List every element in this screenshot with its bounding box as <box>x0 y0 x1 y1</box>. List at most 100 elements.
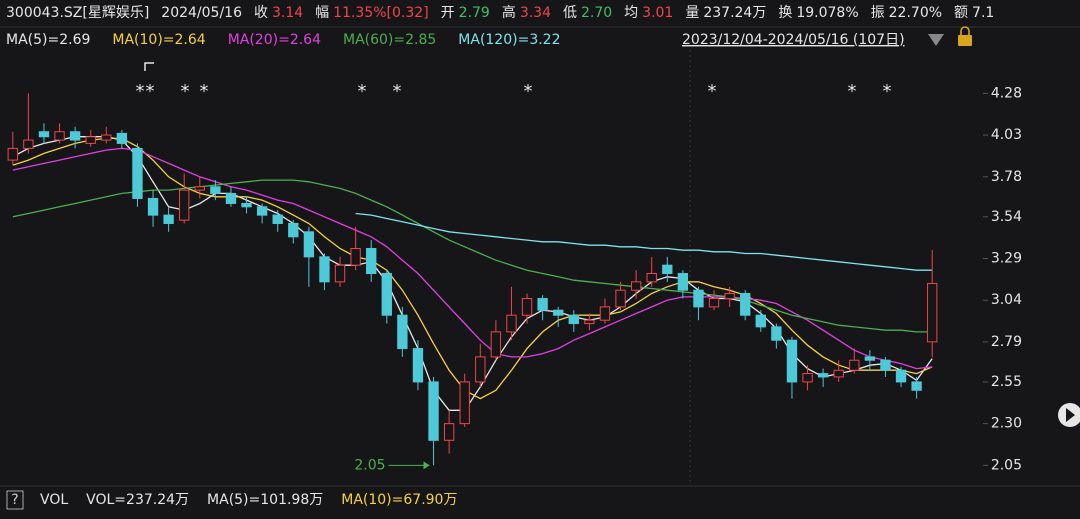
y-tick-label: 2.05 <box>991 457 1022 473</box>
candle-body <box>693 289 704 308</box>
header-field: 3.34 <box>520 5 551 21</box>
y-tick-label: 3.78 <box>991 169 1022 185</box>
candle-body <box>288 222 299 238</box>
signal-star: * <box>200 81 209 102</box>
candle-body <box>69 131 81 141</box>
header-field: 2.70 <box>581 5 612 21</box>
y-tick-label: 3.29 <box>991 250 1022 266</box>
footer-item: MA(10)=67.90万 <box>341 492 457 508</box>
candle-body <box>911 381 922 391</box>
candle-body <box>85 136 96 144</box>
candle-body <box>677 273 689 291</box>
header-field: 额 <box>954 5 968 21</box>
low-arrowhead <box>423 461 430 470</box>
candle-body <box>724 293 735 300</box>
candle-body <box>397 314 408 350</box>
header-field: 低 <box>563 5 577 21</box>
candle-body <box>101 134 112 141</box>
corner-mark <box>144 62 154 71</box>
help-icon[interactable]: ? <box>11 492 18 508</box>
header-field: 7.1 <box>972 5 994 21</box>
y-tick-label: 2.30 <box>991 416 1022 432</box>
header-field: 量 <box>685 5 699 21</box>
candle-body <box>428 381 439 441</box>
candle-body <box>54 131 65 141</box>
candle-body <box>163 214 174 224</box>
signal-star: * <box>848 81 857 102</box>
signal-star: * <box>136 81 145 102</box>
candle-body <box>615 289 626 308</box>
candle-body <box>708 298 720 308</box>
help-box[interactable] <box>6 490 24 510</box>
candle-body <box>599 306 611 321</box>
signal-star: * <box>708 81 717 102</box>
header-field: 振 <box>871 5 885 21</box>
candle-body <box>662 264 673 275</box>
candle-body <box>895 369 907 383</box>
y-tick-label: 3.54 <box>991 209 1022 225</box>
candle-body <box>443 423 455 441</box>
y-tick-label: 3.04 <box>991 292 1022 308</box>
candle-body <box>927 283 938 343</box>
candle-body <box>334 264 346 283</box>
candle-body <box>381 273 392 316</box>
header-field: 2024/05/16 <box>161 5 242 21</box>
footer-item: MA(5)=101.98万 <box>207 492 323 508</box>
legend-entry: MA(60)=2.85 <box>343 32 436 48</box>
header-field: 换 <box>778 4 792 21</box>
candle-body <box>179 189 190 221</box>
y-tick-label: 2.79 <box>991 334 1022 350</box>
candle-body <box>366 247 377 275</box>
candle-body <box>740 293 751 316</box>
ma-line <box>12 147 933 370</box>
candle-body <box>630 281 642 291</box>
header-field: 均 <box>624 5 638 21</box>
legend-entry: MA(20)=2.64 <box>228 32 321 48</box>
candle-body <box>23 139 34 149</box>
lock-icon[interactable] <box>958 35 972 46</box>
ma-line <box>12 137 933 400</box>
candle-body <box>490 331 502 358</box>
header-field: 收 <box>254 5 268 21</box>
signal-star: * <box>181 81 190 102</box>
candle-body <box>38 131 50 138</box>
candle-body <box>849 359 860 371</box>
candle-body <box>584 319 595 325</box>
candle-body <box>132 147 143 199</box>
header-field: 开 <box>441 5 455 21</box>
candle-body <box>506 314 517 333</box>
y-tick-label: 4.03 <box>991 127 1022 143</box>
candle-body <box>475 356 486 383</box>
ma-line <box>355 212 933 271</box>
y-tick-label: 2.55 <box>991 374 1022 390</box>
candle-body <box>303 231 315 258</box>
header-field: 11.35%[0.32] <box>333 5 428 21</box>
candle-body <box>802 373 813 383</box>
candle-body <box>225 192 237 204</box>
date-range[interactable]: 2023/12/04-2024/05/16 (107日) <box>682 32 905 48</box>
signal-star: * <box>146 81 155 102</box>
footer-item: VOL <box>40 492 68 508</box>
header-field: 237.24万 <box>703 5 766 21</box>
candle-body <box>350 247 361 266</box>
legend-entry: MA(10)=2.64 <box>112 32 205 48</box>
header-field: 3.01 <box>642 5 673 21</box>
header-field: 幅 <box>315 5 329 21</box>
header-field: 高 <box>502 4 516 21</box>
candle-body <box>755 314 766 328</box>
header-field: 300043.SZ[星辉娱乐] <box>6 5 149 21</box>
candle-body <box>272 214 283 224</box>
signal-star: * <box>883 81 892 102</box>
candle-body <box>256 206 268 216</box>
candle-body <box>864 356 876 361</box>
candle-body <box>771 326 782 341</box>
low-label: 2.05 <box>354 457 385 473</box>
candle-body <box>537 298 548 311</box>
next-arrow <box>1066 408 1075 422</box>
header-field: 19.078% <box>796 5 858 21</box>
candle-body <box>241 202 252 208</box>
dropdown-arrow[interactable] <box>928 34 944 46</box>
